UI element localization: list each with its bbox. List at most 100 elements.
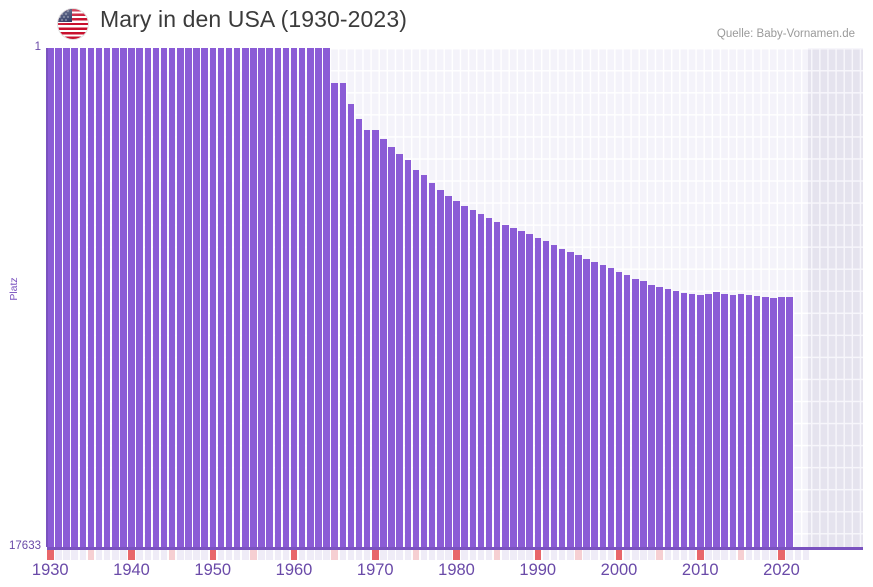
x-axis-tick (201, 550, 208, 560)
bar (380, 139, 387, 547)
x-axis-tick (331, 550, 338, 560)
bar (347, 104, 355, 547)
x-axis-line (47, 547, 863, 550)
bar (737, 294, 745, 547)
x-axis-tick (323, 550, 330, 560)
bar (217, 48, 225, 547)
x-axis-tick (526, 550, 533, 560)
bar (95, 48, 103, 547)
bar (250, 48, 257, 547)
bar (778, 296, 785, 547)
bar (339, 83, 346, 547)
y-axis-bottom-label: 17633 (9, 540, 41, 552)
bar (331, 83, 338, 547)
bar (445, 195, 452, 547)
x-axis-tick (388, 550, 395, 560)
x-axis-tick (95, 550, 103, 560)
bar (640, 281, 647, 547)
bar (136, 48, 143, 547)
bar (721, 294, 728, 547)
x-axis-tick (120, 550, 127, 560)
x-axis-tick (737, 550, 745, 560)
x-axis-tick (55, 550, 62, 560)
x-axis-tick (802, 550, 810, 560)
source-attribution: Quelle: Baby-Vornamen.de (716, 28, 855, 40)
bar (469, 210, 476, 547)
bar (680, 292, 688, 547)
x-axis-tick (290, 550, 298, 560)
bar (461, 205, 468, 547)
x-axis-tick (380, 550, 387, 560)
x-axis-tick (177, 550, 184, 560)
flag-canton (58, 9, 72, 22)
bar (55, 48, 62, 547)
bar (420, 174, 428, 547)
x-axis-tick (307, 550, 314, 560)
x-axis-tick (355, 550, 363, 560)
x-axis-tick (753, 550, 761, 560)
bar (534, 237, 541, 547)
bar (355, 118, 363, 547)
bar (404, 160, 411, 547)
bar (177, 48, 184, 547)
y-axis-title: Platz (8, 277, 20, 301)
x-axis-ticks (47, 550, 863, 560)
bar (656, 286, 663, 547)
x-axis-label: 1950 (194, 561, 232, 579)
bar (550, 244, 558, 547)
bar (193, 48, 200, 547)
x-axis-tick (664, 550, 671, 560)
bar (688, 294, 696, 547)
x-axis-tick (510, 550, 517, 560)
bar (607, 268, 615, 547)
x-axis-tick (209, 550, 216, 560)
x-axis-tick (648, 550, 655, 560)
bar (71, 48, 78, 547)
bar (493, 221, 501, 547)
x-axis-tick (729, 550, 736, 560)
x-axis-tick (193, 550, 200, 560)
bar (282, 48, 290, 547)
x-axis-tick (518, 550, 525, 560)
chart-header: Mary in den USA (1930-2023) Quelle: Baby… (0, 0, 873, 44)
bar (266, 48, 273, 547)
bar-series (47, 48, 863, 547)
bar (664, 288, 671, 547)
bar (477, 214, 485, 547)
bar (762, 296, 769, 547)
x-axis-tick (713, 550, 720, 560)
bar (168, 48, 176, 547)
bar (542, 241, 550, 547)
x-axis-tick (437, 550, 444, 560)
bar (615, 271, 623, 547)
x-axis-tick (225, 550, 233, 560)
bar (599, 264, 606, 547)
x-axis-label: 1930 (31, 561, 69, 579)
x-axis-tick (339, 550, 346, 560)
bar (591, 261, 598, 547)
x-axis-tick (688, 550, 696, 560)
x-axis-tick (103, 550, 111, 560)
bar (307, 48, 314, 547)
us-flag-icon (58, 9, 88, 39)
bar (648, 284, 655, 547)
x-axis-label: 1990 (519, 561, 557, 579)
bar (623, 275, 631, 547)
x-axis-tick (770, 550, 777, 560)
x-axis-tick (363, 550, 371, 560)
x-axis-tick (640, 550, 647, 560)
bar (274, 48, 281, 547)
x-axis-tick (721, 550, 728, 560)
bar (315, 48, 322, 547)
bar (510, 227, 517, 547)
bar (258, 48, 265, 547)
x-axis-label: 1940 (113, 561, 150, 579)
x-axis-tick (266, 550, 273, 560)
x-axis-tick (396, 550, 403, 560)
x-axis-tick (786, 550, 793, 560)
bar (583, 258, 590, 547)
x-axis-tick (47, 550, 54, 560)
bar (770, 297, 777, 547)
x-axis-tick (136, 550, 143, 560)
x-axis-tick (599, 550, 606, 560)
